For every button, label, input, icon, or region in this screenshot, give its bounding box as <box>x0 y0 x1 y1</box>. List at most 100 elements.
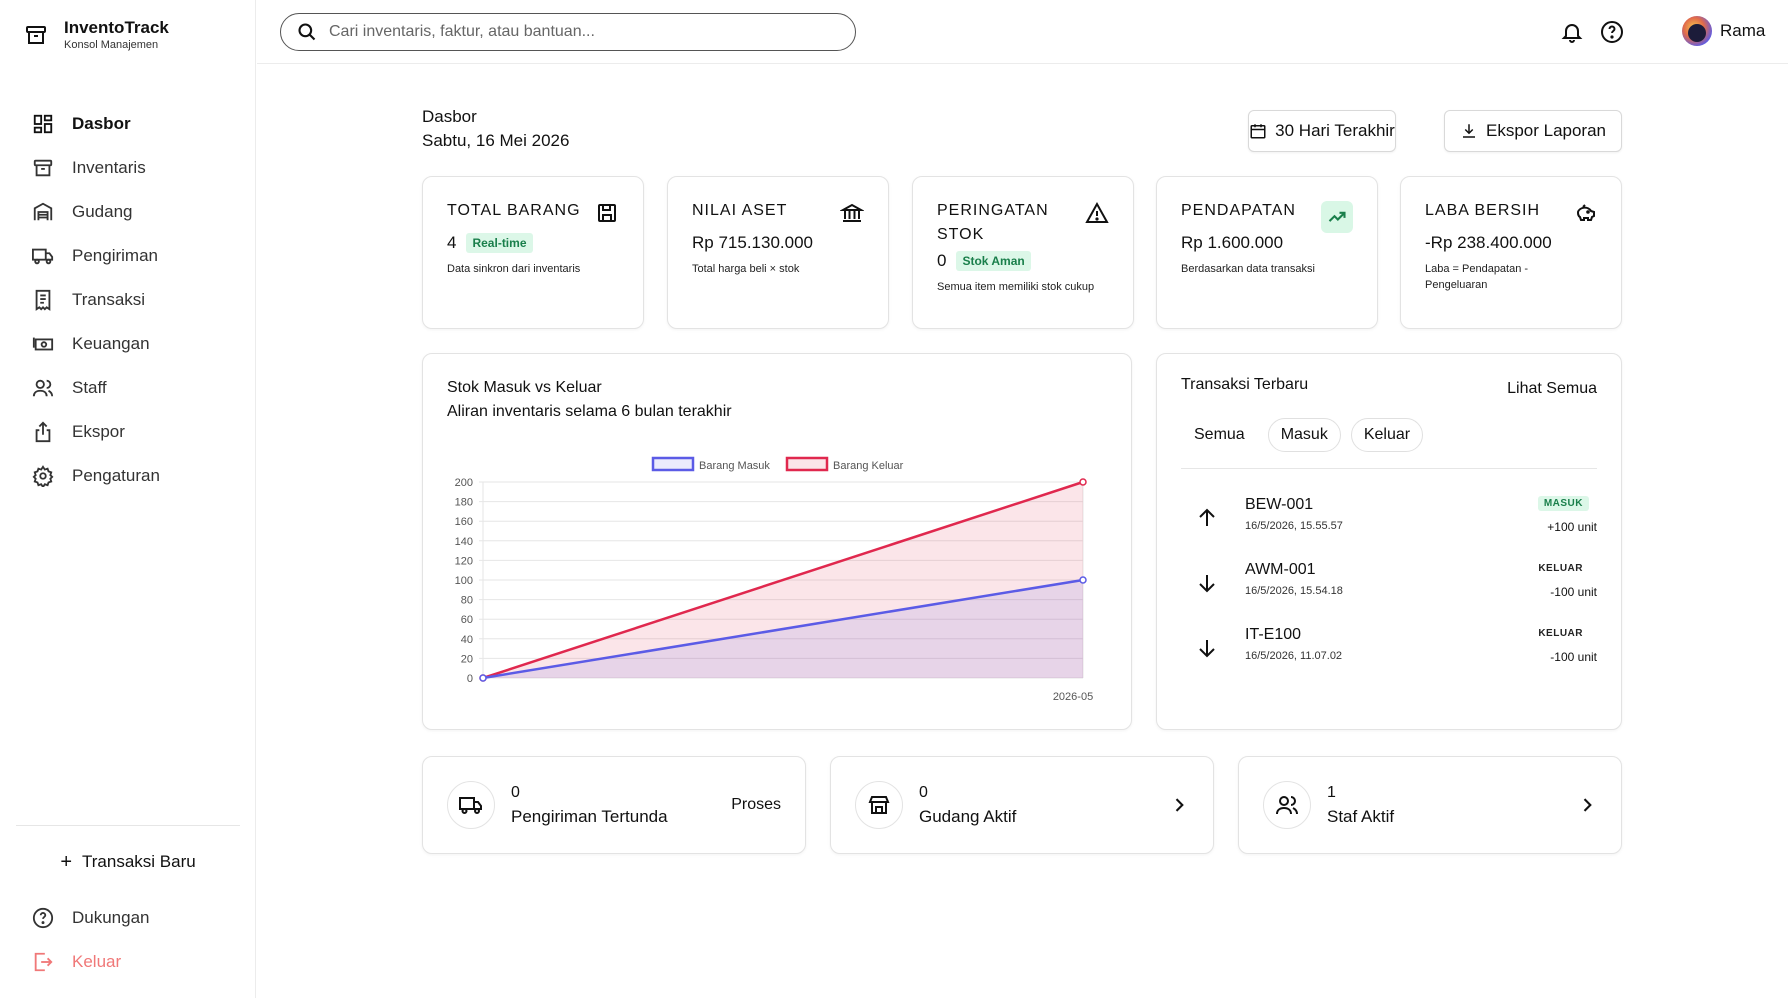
stat-card-peringatan-stok: PERINGATAN STOK 0 Stok Aman Semua item m… <box>912 176 1134 329</box>
data-point <box>1079 478 1087 486</box>
sidebar: InventoTrack Konsol Manajemen Dasbor Inv… <box>0 0 256 998</box>
stat-number: -Rp 238.400.000 <box>1425 233 1552 252</box>
chart-title: Stok Masuk vs Keluar <box>447 379 602 396</box>
y-tick-label: 100 <box>455 575 473 587</box>
transaction-row[interactable]: BEW-001 16/5/2026, 15.55.57 MASUK +100 u… <box>1181 494 1597 542</box>
export-report-label: Ekspor Laporan <box>1485 121 1607 140</box>
sidebar-item-transaksi[interactable]: Transaksi <box>16 278 240 322</box>
summary-card-pengiriman: 0 Pengiriman Tertunda Proses <box>422 756 806 854</box>
transaction-time: 16/5/2026, 11.07.02 <box>1245 650 1343 662</box>
new-transaction-label: Transaksi Baru <box>82 852 196 871</box>
summary-card-gudang[interactable]: 0 Gudang Aktif <box>830 756 1214 854</box>
transaction-row[interactable]: IT-E100 16/5/2026, 11.07.02 KELUAR -100 … <box>1181 624 1597 672</box>
search-box[interactable] <box>280 13 856 51</box>
search-input[interactable] <box>329 23 829 41</box>
tab-keluar[interactable]: Keluar <box>1350 418 1424 452</box>
y-tick-label: 60 <box>461 614 473 626</box>
logout-icon <box>34 952 53 972</box>
plus-icon: + <box>60 851 72 873</box>
sidebar-item-label: Pengaturan <box>72 466 160 485</box>
chevron-right-icon[interactable] <box>1577 795 1597 815</box>
recent-transactions-card: Transaksi Terbaru Lihat Semua Semua Masu… <box>1156 353 1622 730</box>
sidebar-item-pengaturan[interactable]: Pengaturan <box>16 454 240 498</box>
transaction-code: AWM-001 <box>1245 561 1316 578</box>
stat-card-laba-bersih: LABA BERSIH -Rp 238.400.000 Laba = Penda… <box>1400 176 1622 329</box>
new-transaction-button[interactable]: + Transaksi Baru <box>16 842 240 882</box>
summary-count: 1 <box>1327 784 1336 801</box>
users-icon <box>32 379 54 397</box>
sidebar-item-gudang[interactable]: Gudang <box>16 190 240 234</box>
y-tick-label: 80 <box>461 595 473 607</box>
legend-swatch <box>785 456 829 472</box>
user-name: Rama <box>1720 21 1766 40</box>
status-badge: Stok Aman <box>956 251 1031 271</box>
y-tick-label: 160 <box>455 516 473 528</box>
users-icon <box>1263 781 1311 829</box>
stat-value: -Rp 238.400.000 <box>1425 233 1597 253</box>
help-icon[interactable] <box>1600 20 1624 44</box>
arrow-down-icon <box>1199 640 1215 658</box>
piggy-bank-icon <box>1576 204 1595 221</box>
stat-subtext: Berdasarkan data transaksi <box>1181 263 1315 275</box>
arrow-up-icon <box>1199 508 1215 526</box>
sidebar-item-label: Pengiriman <box>72 246 158 265</box>
sidebar-item-label: Keuangan <box>72 334 150 353</box>
sidebar-item-keuangan[interactable]: Keuangan <box>16 322 240 366</box>
y-tick-label: 180 <box>455 497 473 509</box>
money-icon <box>32 337 54 351</box>
sidebar-item-label: Dasbor <box>72 114 131 133</box>
user-menu[interactable]: Rama <box>1682 16 1765 46</box>
chevron-right-icon[interactable] <box>1169 795 1189 815</box>
bell-icon[interactable] <box>1560 20 1584 44</box>
summary-count: 0 <box>511 784 520 801</box>
brand-name: InventoTrack <box>64 18 169 37</box>
chart-subtitle: Aliran inventaris selama 6 bulan terakhi… <box>447 403 732 420</box>
transaction-code: BEW-001 <box>1245 496 1314 513</box>
sidebar-item-label: Keluar <box>72 952 122 971</box>
sidebar-item-label: Transaksi <box>72 290 146 309</box>
tab-masuk[interactable]: Masuk <box>1267 418 1341 452</box>
sidebar-item-keluar[interactable]: Keluar <box>16 940 240 984</box>
brand-subtitle: Konsol Manajemen <box>64 39 159 51</box>
x-tick-label: 2026-05 <box>1053 691 1093 703</box>
stat-number: Rp 1.600.000 <box>1181 233 1284 252</box>
stat-value: Rp 1.600.000 <box>1181 233 1353 253</box>
transaction-type-badge: KELUAR <box>1538 628 1583 639</box>
sidebar-item-label: Ekspor <box>72 422 125 441</box>
export-report-button[interactable]: Ekspor Laporan <box>1444 110 1622 152</box>
help-icon <box>32 907 54 929</box>
sidebar-item-dasbor[interactable]: Dasbor <box>16 102 240 146</box>
sidebar-item-pengiriman[interactable]: Pengiriman <box>16 234 240 278</box>
sidebar-item-ekspor[interactable]: Ekspor <box>16 410 240 454</box>
summary-card-staf[interactable]: 1 Staf Aktif <box>1238 756 1622 854</box>
stat-number: 0 <box>937 251 947 270</box>
stat-subtext: Data sinkron dari inventaris <box>447 263 581 275</box>
view-all-link[interactable]: Lihat Semua <box>1507 380 1597 397</box>
date-range-label: 30 Hari Terakhir <box>1275 121 1395 140</box>
sidebar-divider <box>16 825 240 826</box>
transactions-title: Transaksi Terbaru <box>1181 376 1309 393</box>
transaction-time: 16/5/2026, 15.55.57 <box>1245 520 1343 532</box>
legend-label: Barang Masuk <box>699 460 770 472</box>
dashboard-icon <box>33 114 53 134</box>
stat-card-nilai-aset: NILAI ASET Rp 715.130.000 Total harga be… <box>667 176 889 329</box>
sidebar-item-dukungan[interactable]: Dukungan <box>16 896 240 940</box>
stat-subtext: Semua item memiliki stok cukup <box>937 281 1095 293</box>
transaction-type-badge: MASUK <box>1537 496 1589 511</box>
tab-semua[interactable]: Semua <box>1194 426 1245 443</box>
transaction-tabs: Semua Masuk Keluar <box>1181 418 1424 452</box>
brand[interactable]: InventoTrack Konsol Manajemen <box>24 18 169 52</box>
stat-card-pendapatan: PENDAPATAN Rp 1.600.000 Berdasarkan data… <box>1156 176 1378 329</box>
data-point <box>1079 576 1087 584</box>
process-button[interactable]: Proses <box>731 796 781 813</box>
stat-label: LABA BERSIH <box>1425 202 1541 219</box>
bank-icon <box>840 203 864 222</box>
sidebar-item-staff[interactable]: Staff <box>16 366 240 410</box>
sidebar-item-inventaris[interactable]: Inventaris <box>16 146 240 190</box>
trending-up-icon <box>1321 201 1353 233</box>
status-badge: Real-time <box>466 233 533 253</box>
transaction-row[interactable]: AWM-001 16/5/2026, 15.54.18 KELUAR -100 … <box>1181 559 1597 607</box>
search-icon <box>298 23 316 41</box>
date-range-button[interactable]: 30 Hari Terakhir <box>1248 110 1396 152</box>
receipt-icon <box>35 289 51 311</box>
